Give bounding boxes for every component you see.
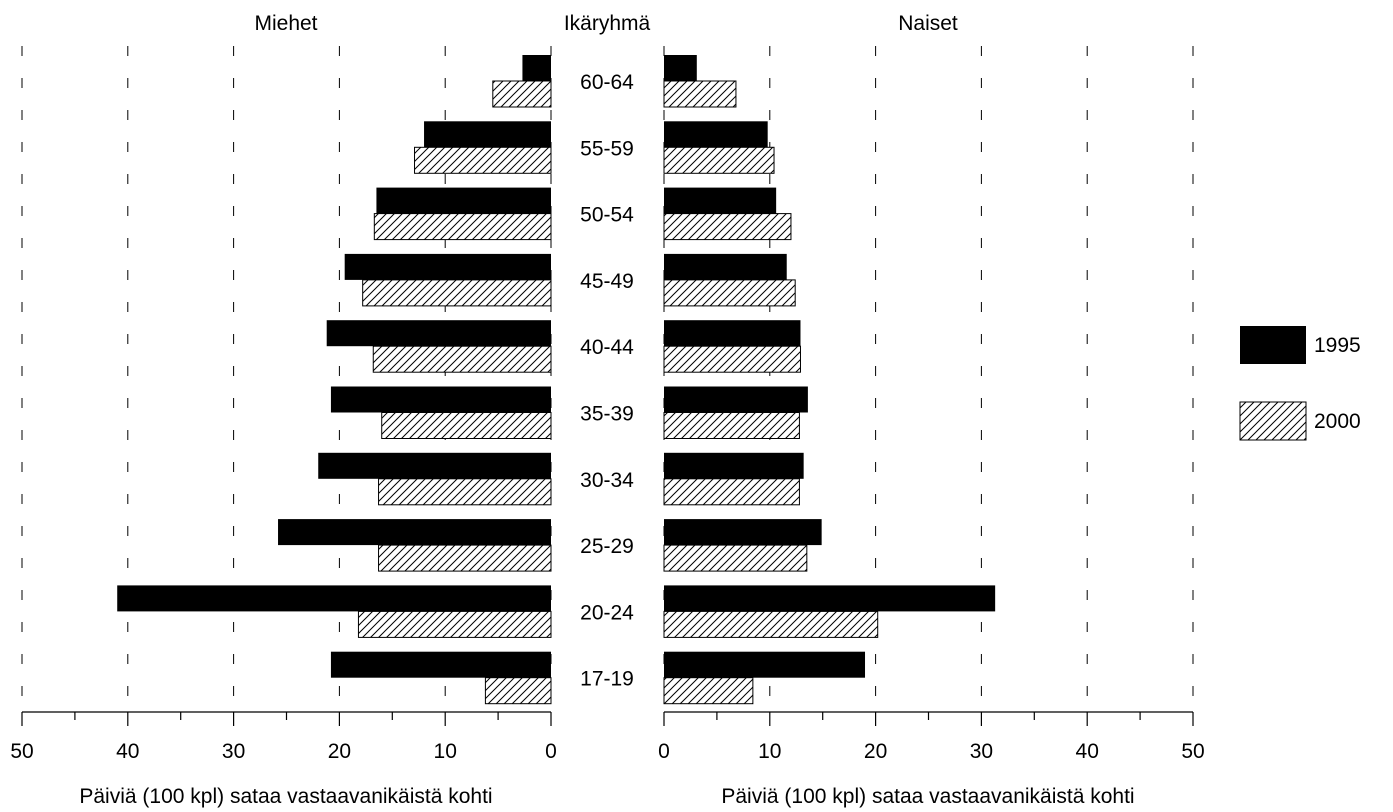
left-panel-title: Miehet bbox=[254, 12, 317, 35]
x-tick-label: 50 bbox=[10, 740, 33, 763]
bar-naiset-1995-50-54 bbox=[664, 187, 777, 214]
x-tick-label: 0 bbox=[658, 740, 670, 763]
bar-naiset-1995-40-44 bbox=[664, 320, 801, 347]
bar-miehet-1995-50-54 bbox=[376, 187, 551, 214]
bar-naiset-1995-60-64 bbox=[664, 55, 697, 81]
x-tick-label: 30 bbox=[970, 740, 993, 763]
bar-miehet-1995-55-59 bbox=[424, 121, 551, 148]
x-tick-label: 20 bbox=[328, 740, 351, 763]
bar-miehet-2000-50-54 bbox=[373, 213, 552, 241]
bar-naiset-1995-35-39 bbox=[664, 386, 808, 413]
x-tick-label: 0 bbox=[545, 740, 557, 763]
x-tick-label: 10 bbox=[434, 740, 457, 763]
bar-miehet-2000-30-34 bbox=[378, 478, 552, 506]
center-axis-title: Ikäryhmä bbox=[564, 12, 651, 35]
bar-miehet-2000-60-64 bbox=[492, 80, 552, 108]
bar-naiset-2000-60-64 bbox=[663, 80, 737, 108]
bar-miehet-2000-55-59 bbox=[414, 146, 552, 174]
bar-naiset-1995-45-49 bbox=[664, 253, 787, 280]
category-label: 17-19 bbox=[580, 668, 634, 691]
left-x-axis-label: Päiviä (100 kpl) sataa vastaavanikäistä … bbox=[79, 785, 492, 808]
bar-miehet-2000-17-19 bbox=[484, 677, 552, 705]
x-tick-label: 20 bbox=[864, 740, 887, 763]
category-label: 60-64 bbox=[580, 71, 634, 94]
bar-naiset-2000-30-34 bbox=[663, 478, 800, 506]
x-tick-label: 30 bbox=[222, 740, 245, 763]
bar-miehet-2000-35-39 bbox=[381, 412, 552, 439]
bar-miehet-1995-25-29 bbox=[278, 519, 551, 546]
bar-naiset-2000-45-49 bbox=[663, 279, 796, 307]
bar-miehet-1995-40-44 bbox=[326, 320, 551, 347]
bar-naiset-2000-50-54 bbox=[663, 213, 792, 241]
right-x-axis-label: Päiviä (100 kpl) sataa vastaavanikäistä … bbox=[721, 785, 1134, 808]
x-tick-label: 40 bbox=[1076, 740, 1099, 763]
bar-naiset-2000-40-44 bbox=[663, 345, 801, 373]
legend-swatch-2000 bbox=[1239, 401, 1307, 441]
x-axes: 50 40 30 20 10 0 0 10 20 30 40 50 bbox=[10, 711, 1205, 763]
category-label: 50-54 bbox=[580, 204, 634, 227]
x-tick-label: 50 bbox=[1181, 740, 1204, 763]
legend-swatch-1995 bbox=[1240, 326, 1306, 364]
bar-naiset-1995-55-59 bbox=[664, 121, 768, 148]
bar-naiset-2000-25-29 bbox=[663, 544, 808, 572]
category-labels: 60-64 55-59 50-54 45-49 40-44 35-39 30-34 25-29… bbox=[580, 71, 634, 691]
bar-miehet-1995-17-19 bbox=[330, 651, 551, 678]
bar-miehet-1995-35-39 bbox=[330, 386, 551, 413]
bar-miehet-2000-40-44 bbox=[372, 345, 552, 373]
bar-miehet-2000-20-24 bbox=[357, 610, 552, 638]
bar-naiset-2000-20-24 bbox=[663, 610, 879, 638]
bar-naiset-1995-20-24 bbox=[664, 585, 996, 612]
category-label: 35-39 bbox=[580, 403, 634, 426]
bar-naiset-2000-55-59 bbox=[663, 146, 775, 174]
legend-label-1995: 1995 bbox=[1314, 334, 1361, 357]
x-tick-label: 40 bbox=[116, 740, 139, 763]
bar-naiset-2000-35-39 bbox=[663, 412, 800, 439]
bar-miehet-2000-25-29 bbox=[378, 544, 552, 572]
bar-miehet-1995-45-49 bbox=[344, 253, 551, 280]
bar-miehet-1995-30-34 bbox=[318, 452, 551, 479]
category-label: 55-59 bbox=[580, 137, 634, 160]
category-label: 30-34 bbox=[580, 469, 634, 492]
bar-naiset-1995-17-19 bbox=[664, 651, 866, 678]
bar-naiset-2000-17-19 bbox=[663, 677, 754, 705]
x-tick-label: 10 bbox=[758, 740, 781, 763]
bar-miehet-1995-20-24 bbox=[117, 585, 551, 612]
category-label: 45-49 bbox=[580, 270, 634, 293]
bar-miehet-1995-60-64 bbox=[522, 55, 551, 81]
bar-naiset-1995-30-34 bbox=[664, 452, 804, 479]
bar-naiset-1995-25-29 bbox=[664, 519, 822, 546]
bar-miehet-2000-45-49 bbox=[362, 279, 552, 307]
legend: 1995 2000 bbox=[1239, 326, 1361, 441]
bars bbox=[117, 55, 996, 705]
legend-label-2000: 2000 bbox=[1314, 410, 1361, 433]
category-label: 20-24 bbox=[580, 601, 634, 624]
right-panel-title: Naiset bbox=[898, 12, 958, 35]
category-label: 25-29 bbox=[580, 535, 634, 558]
category-label: 40-44 bbox=[580, 336, 634, 359]
